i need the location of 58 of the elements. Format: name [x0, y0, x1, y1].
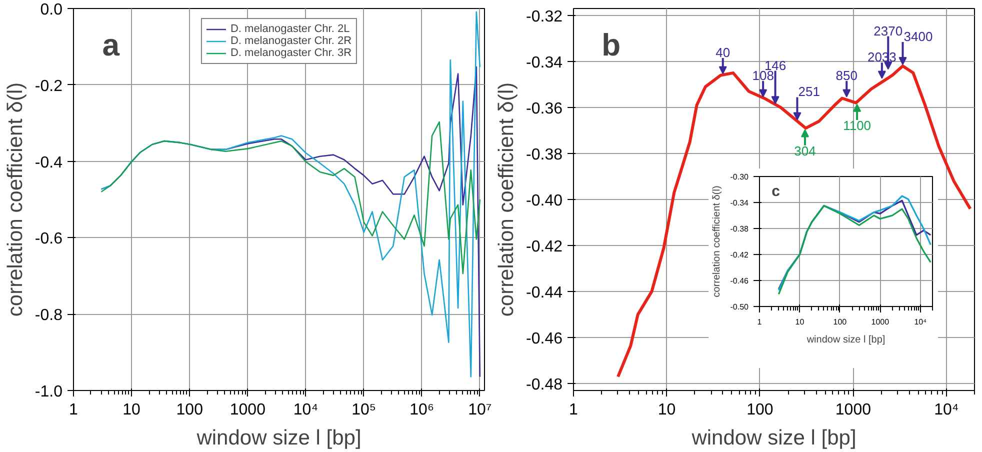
y-tick-label: -0.42	[526, 238, 563, 256]
x-tick-label: 10	[122, 402, 141, 418]
x-tick-label: 10⁴	[934, 402, 959, 418]
annotation: 850	[836, 68, 858, 84]
x-axis-title: window size l [bp]	[196, 426, 362, 450]
y-tick-label: -0.4	[34, 154, 63, 172]
annotation: 1100	[843, 118, 872, 134]
legend-label: D. melanogaster Chr. 2L	[230, 23, 350, 35]
x-tick-label: 1	[69, 402, 78, 418]
legend-label: D. melanogaster Chr. 3R	[230, 47, 352, 59]
annotation: 40	[716, 45, 730, 60]
x-tick-label: 10⁴	[293, 402, 318, 418]
y-tick-label: -0.8	[34, 307, 63, 324]
annotation: 3400	[904, 28, 933, 44]
y-tick-label: -0.46	[730, 276, 750, 286]
y-axis-title: correlation coefficient δ(l)	[711, 186, 722, 298]
x-tick-label: 1000	[230, 402, 266, 418]
x-tick-label: 100	[833, 318, 848, 326]
y-tick-label: -0.2	[34, 78, 63, 95]
y-tick-label: -0.32	[526, 8, 563, 26]
x-tick-label: 10⁴	[914, 318, 928, 326]
y-tick-label: -0.38	[730, 224, 750, 234]
annotation: a	[102, 28, 120, 63]
y-tick-label: -0.30	[730, 172, 750, 182]
y-tick-label: -0.44	[526, 284, 563, 302]
x-tick-label: 10⁵	[352, 402, 376, 418]
x-tick-label: 10⁶	[410, 402, 434, 418]
x-axis-title: window size l [bp]	[690, 426, 856, 450]
y-axis-title: correlation coefficient δ(l)	[495, 82, 518, 317]
y-tick-label: -0.40	[526, 192, 563, 210]
y-tick-label: -0.38	[526, 146, 563, 164]
y-tick-label: -0.36	[526, 100, 563, 118]
y-tick-label: -0.48	[526, 376, 563, 394]
y-axis-title: correlation coefficient δ(l)	[4, 82, 27, 317]
y-tick-label: -0.6	[34, 230, 63, 248]
y-tick-label: -0.46	[526, 330, 563, 348]
annotation: 2370	[874, 23, 903, 38]
x-tick-label: 1000	[871, 318, 890, 326]
x-tick-label: 100	[746, 402, 774, 418]
y-tick-label: -0.50	[730, 302, 750, 312]
annotation: 251	[798, 84, 820, 100]
x-tick-label: 10⁷	[468, 402, 492, 418]
x-tick-label: 10	[795, 318, 805, 326]
legend-label: D. melanogaster Chr. 2R	[230, 35, 352, 47]
x-tick-label: 10	[658, 402, 676, 418]
y-tick-label: 0.0	[40, 2, 63, 18]
y-tick-label: -1.0	[34, 384, 63, 400]
annotation: 304	[794, 143, 816, 158]
y-tick-label: -0.42	[730, 250, 750, 260]
y-tick-label: -0.34	[730, 198, 750, 208]
annotation: c	[772, 183, 780, 200]
x-tick-label: 1	[569, 402, 578, 418]
x-axis-title: window size l [bp]	[806, 334, 886, 346]
y-tick-label: -0.34	[526, 54, 563, 72]
x-tick-label: 100	[176, 402, 204, 418]
annotation: b	[602, 28, 621, 63]
x-tick-label: 1000	[835, 402, 872, 418]
x-tick-label: 1	[757, 318, 762, 326]
